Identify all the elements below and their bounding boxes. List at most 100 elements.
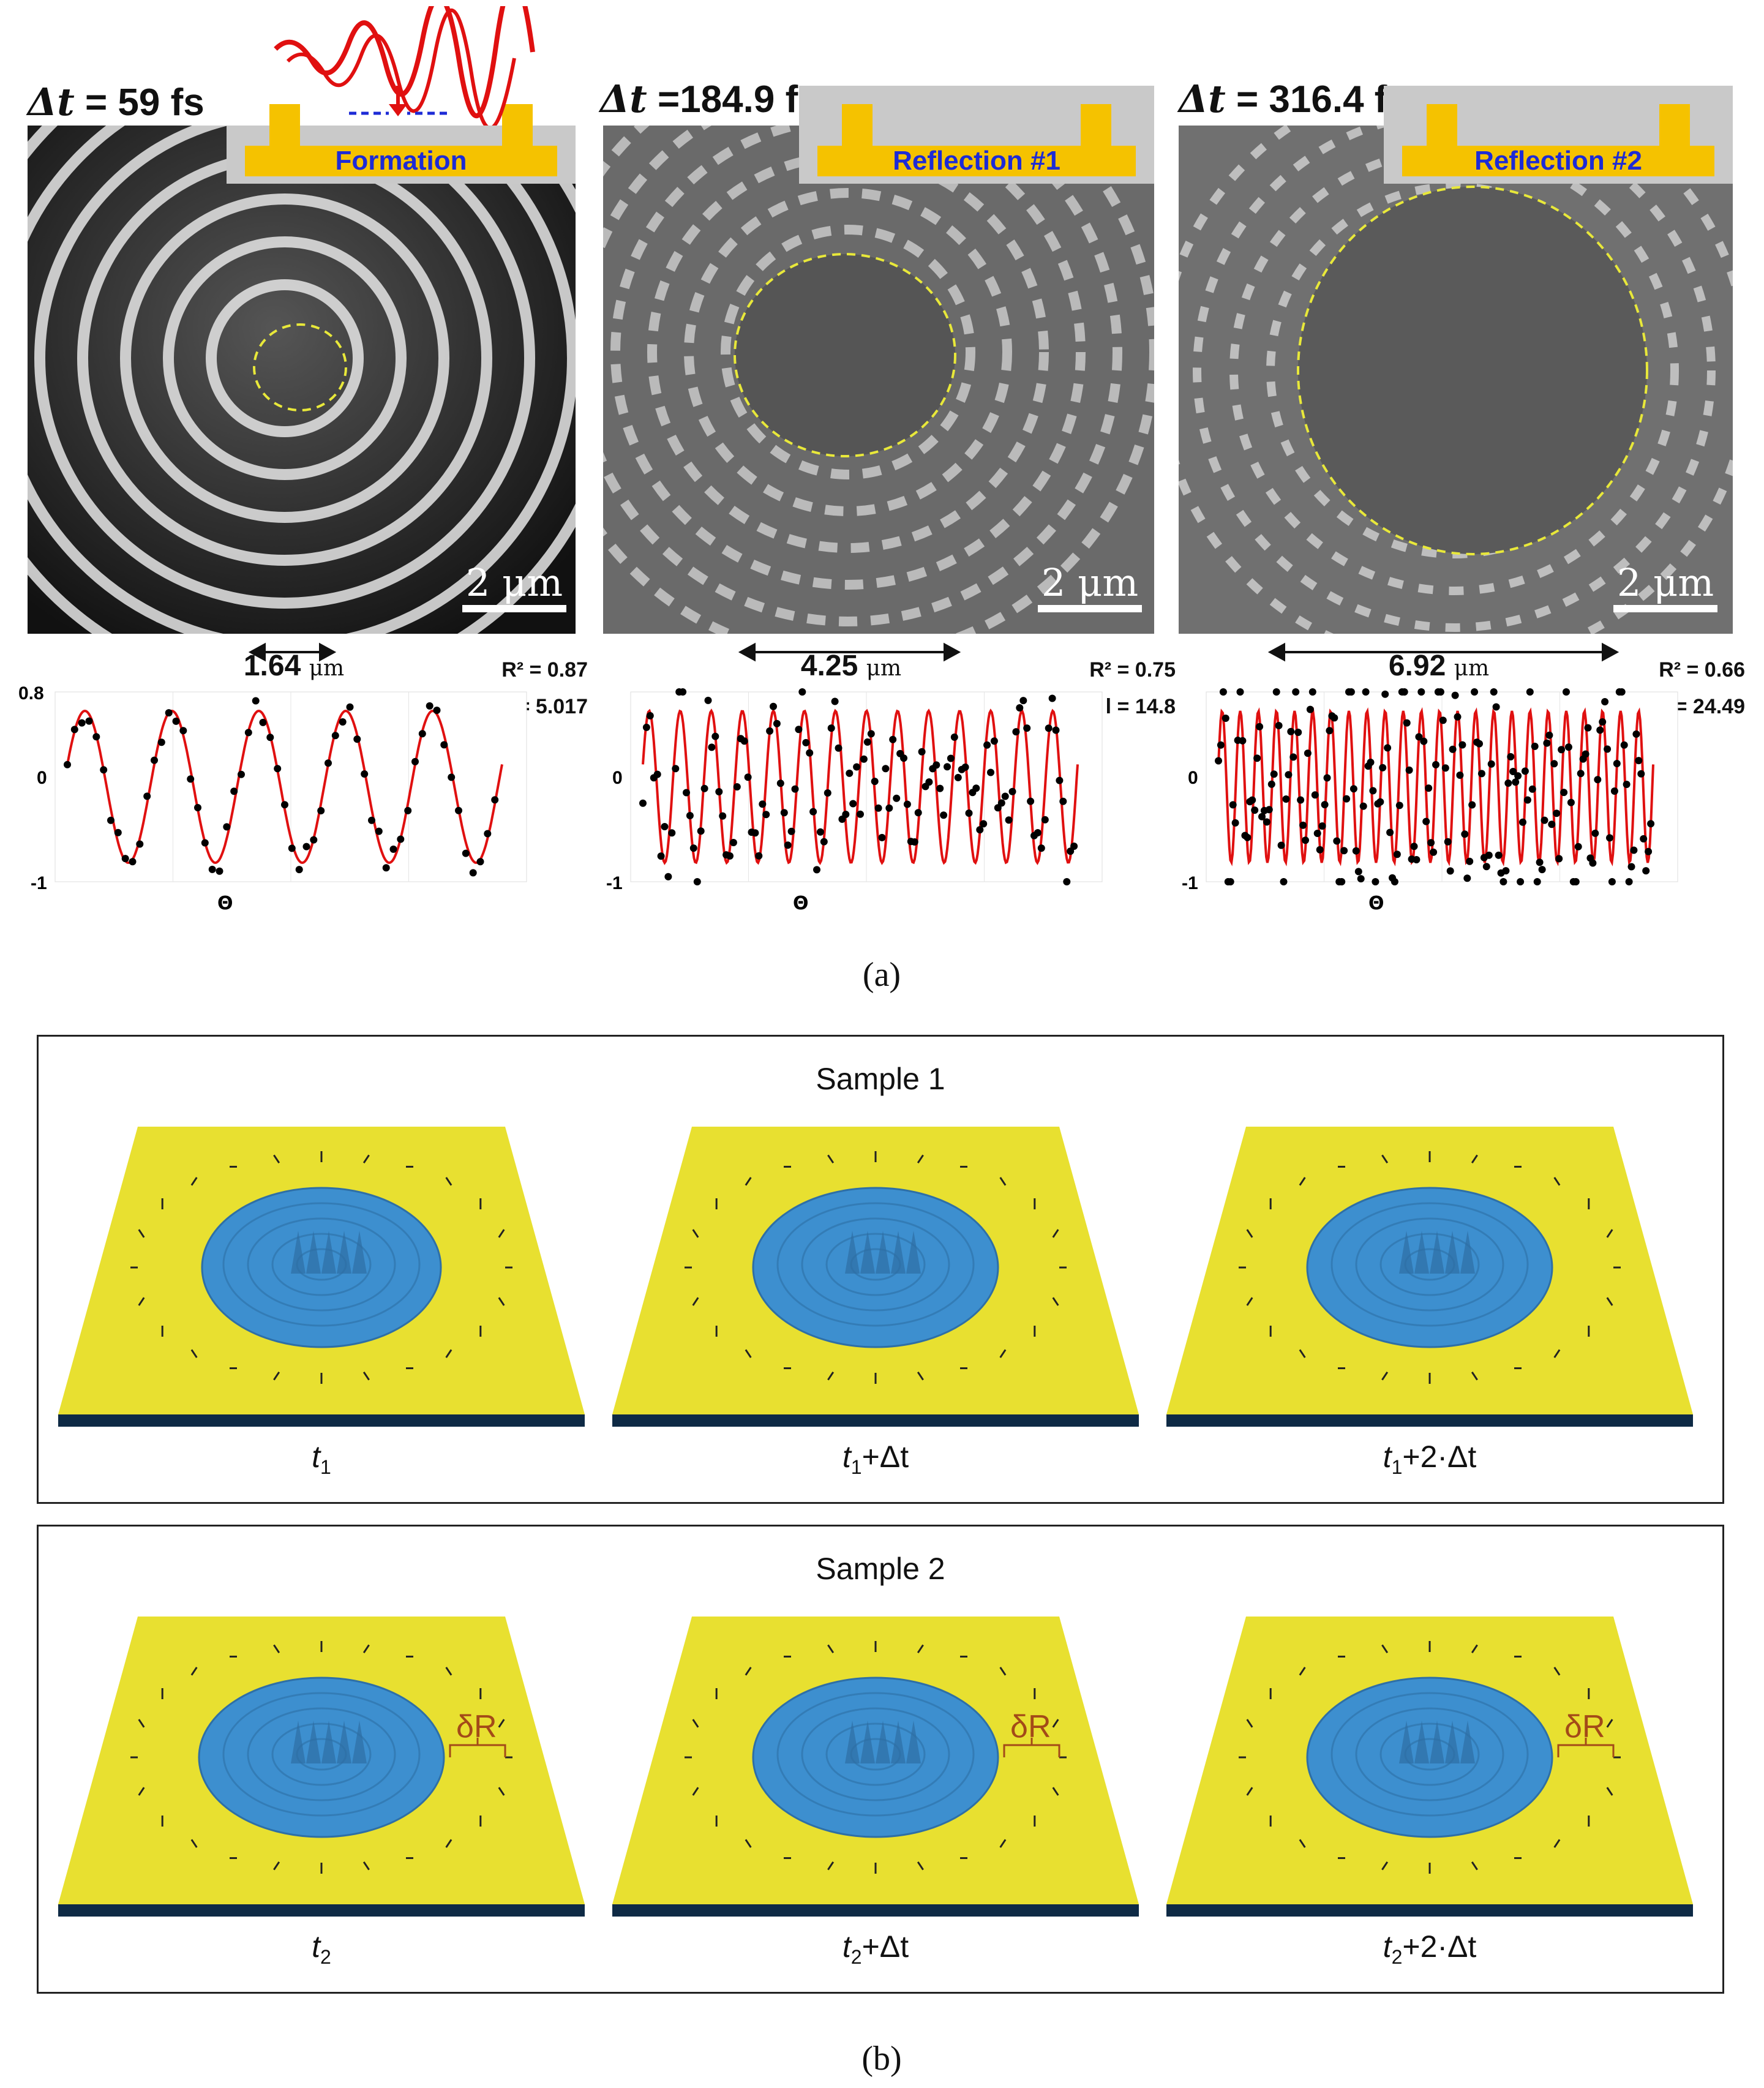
data-point: [208, 865, 216, 873]
director-dash: [745, 1349, 752, 1358]
data-point: [885, 804, 893, 812]
data-point: [1521, 767, 1529, 775]
data-point: [1333, 837, 1341, 845]
data-point: [1449, 745, 1457, 753]
director-dash: [1052, 1719, 1059, 1728]
data-point: [1308, 688, 1316, 696]
droplet-ripple: [776, 1202, 975, 1327]
data-point: [990, 737, 998, 745]
director-dash: [1381, 1154, 1389, 1164]
droplet: [1306, 1187, 1553, 1348]
droplet-spike: [291, 1231, 306, 1274]
data-point: [1008, 787, 1016, 795]
data-point: [1608, 878, 1616, 885]
data-point: [491, 796, 499, 804]
data-point: [1275, 722, 1283, 729]
data-point: [252, 697, 260, 705]
director-dash: [827, 1644, 835, 1654]
data-point: [1543, 739, 1551, 747]
data-point: [426, 702, 433, 710]
data-point: [1415, 733, 1423, 741]
data-point: [1331, 714, 1338, 722]
inset-formation: Formation: [227, 104, 576, 184]
data-point: [1265, 806, 1273, 814]
data-point: [1019, 697, 1027, 705]
data-point: [1517, 878, 1525, 885]
data-point: [1495, 851, 1503, 859]
r2-stat-1: R² = 0.87: [501, 658, 588, 682]
data-point: [1239, 737, 1247, 745]
data-point: [1630, 846, 1638, 854]
director-dash: [445, 1839, 452, 1848]
data-point: [1027, 797, 1035, 805]
droplet-scene-2-1: [58, 1617, 585, 1917]
data-point: [1601, 698, 1609, 705]
data-point: [983, 741, 991, 749]
data-point: [1289, 753, 1297, 761]
data-point: [972, 784, 980, 792]
data-point: [1016, 704, 1024, 712]
data-point: [1282, 795, 1290, 803]
director-dash: [1553, 1839, 1561, 1848]
droplet-spike: [1414, 1231, 1429, 1274]
data-point: [661, 823, 669, 830]
fit-plot-2: 0 -1 Θ: [588, 674, 1127, 918]
data-point: [1340, 847, 1348, 855]
dt-label-1: Δt = 59 fs: [28, 80, 205, 124]
director-dash: [745, 1839, 752, 1848]
dt-label-3: Δt = 316.4 fs: [1179, 77, 1408, 121]
data-point: [878, 833, 886, 841]
data-point: [693, 878, 701, 885]
data-point: [1299, 821, 1307, 829]
droplet-spike: [1430, 1721, 1444, 1763]
data-point: [1222, 715, 1229, 722]
director-dash: [273, 1154, 280, 1164]
data-point: [368, 816, 375, 824]
data-point: [1604, 745, 1612, 753]
y-tick-label: 0: [612, 768, 623, 788]
droplet-ripple: [1331, 1692, 1529, 1817]
data-point: [476, 858, 484, 866]
data-point: [835, 744, 843, 752]
data-point: [976, 826, 984, 834]
data-point: [1468, 801, 1476, 809]
director-dash: [1381, 1644, 1389, 1654]
data-point: [1403, 719, 1411, 727]
data-point: [1625, 878, 1633, 885]
data-point: [121, 855, 129, 863]
microscopy-image-1: [28, 126, 576, 634]
director-dash: [190, 1667, 198, 1676]
data-point: [107, 816, 114, 824]
director-dash: [138, 1719, 145, 1728]
delta-r-label-3: δR: [1564, 1709, 1605, 1744]
time-label-1-2: t1+Δt: [842, 1440, 909, 1478]
droplet-spike: [337, 1721, 351, 1763]
data-point: [831, 697, 839, 705]
droplet-spike: [1414, 1721, 1429, 1763]
data-point: [903, 800, 911, 808]
data-point: [1477, 770, 1485, 778]
data-point: [1466, 857, 1474, 865]
data-point: [238, 770, 245, 778]
data-point: [1548, 821, 1556, 828]
delta-r-bracket: [1557, 1738, 1615, 1757]
data-point: [1482, 863, 1490, 871]
inset-label-2: Reflection #1: [893, 146, 1060, 176]
droplet-ripple: [271, 1722, 372, 1786]
data-point: [1451, 691, 1459, 699]
data-point: [704, 696, 712, 704]
droplet-spike: [306, 1721, 321, 1763]
data-point: [448, 773, 456, 781]
data-point: [1536, 858, 1544, 866]
data-point: [259, 718, 267, 726]
data-point: [639, 799, 647, 807]
director-dash: [362, 1861, 370, 1871]
data-point: [1248, 796, 1256, 804]
data-point: [1558, 746, 1566, 754]
data-point: [755, 852, 763, 860]
data-point: [791, 785, 799, 793]
data-point: [770, 702, 777, 710]
director-dash: [1381, 1371, 1389, 1381]
data-point: [78, 719, 86, 727]
data-point: [1321, 801, 1329, 809]
